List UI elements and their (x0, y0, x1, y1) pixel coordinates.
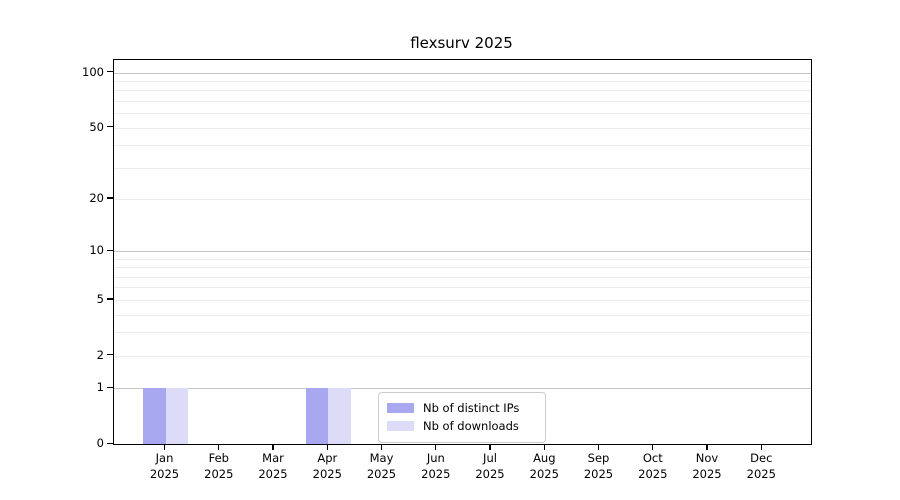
x-tick-label-mar: Mar 2025 (258, 451, 288, 481)
legend-swatch-downloads (387, 421, 414, 431)
gridline-50 (114, 127, 811, 129)
bar-nb-of-distinct-ips-apr (305, 388, 329, 444)
gridline-3 (114, 332, 811, 334)
gridline-30 (114, 167, 811, 169)
y-tick-label-2: 2 (96, 347, 104, 362)
x-tick-oct (652, 444, 654, 450)
x-tick-nov (706, 444, 708, 450)
legend-item-downloads: Nb of downloads (387, 418, 537, 434)
y-tick-label-20: 20 (89, 190, 104, 205)
x-tick-feb (218, 444, 220, 450)
y-tick-0 (106, 442, 113, 444)
x-tick-label-dec: Dec 2025 (746, 451, 776, 481)
gridline-40 (114, 145, 811, 147)
x-tick-jul (489, 444, 491, 450)
y-tick-label-100: 100 (82, 64, 104, 79)
legend-item-distinct-ips: Nb of distinct IPs (387, 400, 537, 416)
bar-nb-of-downloads-jan (165, 388, 188, 444)
gridline-100 (114, 72, 811, 74)
y-tick-10 (106, 249, 113, 251)
x-tick-label-nov: Nov 2025 (692, 451, 722, 481)
gridline-20 (114, 198, 811, 200)
chart-title: flexsurv 2025 (410, 34, 513, 52)
y-tick-2 (106, 354, 113, 356)
gridline-80 (114, 90, 811, 92)
gridline-5 (114, 299, 811, 301)
legend-swatch-distinct-ips (387, 403, 414, 413)
x-tick-label-sep: Sep 2025 (583, 451, 614, 481)
x-tick-mar (272, 444, 274, 450)
x-tick-label-apr: Apr 2025 (312, 451, 342, 481)
y-tick-label-1: 1 (96, 380, 104, 395)
gridline-60 (114, 113, 811, 115)
x-tick-label-jul: Jul 2025 (475, 451, 505, 481)
y-tick-label-0: 0 (96, 436, 104, 450)
gridline-8 (114, 267, 811, 269)
gridline-10 (114, 251, 811, 252)
x-tick-label-oct: Oct 2025 (638, 451, 668, 481)
x-tick-aug (543, 444, 545, 450)
gridline-90 (114, 80, 811, 82)
y-tick-1 (106, 386, 113, 388)
y-tick-label-10: 10 (89, 243, 104, 257)
legend-label-downloads: Nb of downloads (423, 418, 519, 433)
legend-label-distinct-ips: Nb of distinct IPs (423, 400, 520, 415)
x-tick-label-may: May 2025 (366, 451, 397, 481)
x-tick-label-jan: Jan 2025 (149, 451, 180, 481)
y-tick-label-50: 50 (89, 119, 104, 134)
gridline-9 (114, 258, 811, 260)
y-tick-5 (106, 298, 113, 300)
y-tick-20 (106, 197, 113, 199)
y-tick-label-5: 5 (96, 291, 104, 306)
gridline-7 (114, 276, 811, 278)
x-tick-jan (163, 444, 166, 450)
x-tick-apr (326, 444, 328, 450)
gridline-1 (114, 388, 811, 390)
bar-nb-of-distinct-ips-jan (143, 388, 166, 444)
x-tick-label-feb: Feb 2025 (204, 451, 234, 481)
bar-nb-of-downloads-apr (328, 388, 351, 444)
x-tick-dec (760, 444, 762, 450)
gridline-6 (114, 287, 811, 289)
x-tick-jun (435, 444, 437, 450)
x-tick-label-aug: Aug 2025 (529, 451, 559, 481)
gridline-70 (114, 100, 811, 102)
y-tick-50 (106, 126, 113, 128)
gridline-2 (114, 355, 811, 357)
x-tick-sep (597, 444, 600, 450)
gridline-4 (114, 314, 811, 316)
y-tick-100 (106, 71, 113, 73)
plot-area: Nb of distinct IPs Nb of downloads (113, 59, 812, 445)
legend: Nb of distinct IPs Nb of downloads (378, 392, 546, 443)
x-tick-may (380, 444, 383, 450)
x-tick-label-jun: Jun 2025 (421, 451, 451, 481)
